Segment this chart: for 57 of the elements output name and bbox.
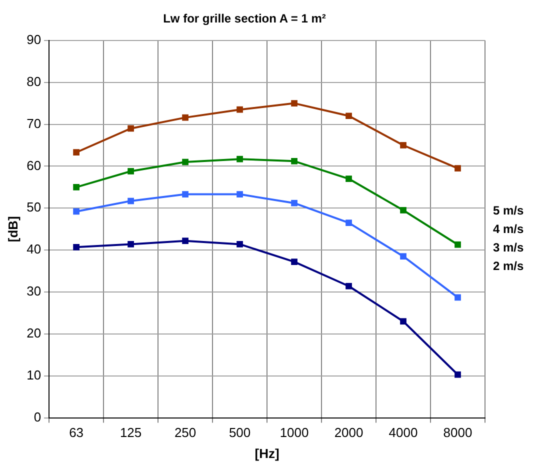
- point: [291, 100, 298, 106]
- point: [400, 318, 406, 325]
- x-tick-label: 63: [69, 425, 84, 440]
- y-axis-title: [dB]: [5, 216, 20, 242]
- point: [182, 158, 188, 166]
- point: [236, 191, 243, 198]
- y-tick-label: 80: [26, 74, 42, 89]
- point: [346, 220, 352, 226]
- y-tick-label: 0: [34, 409, 42, 424]
- y-tick-label: 40: [26, 242, 42, 257]
- point: [454, 165, 461, 172]
- point: [400, 253, 406, 260]
- y-tick-label: 30: [26, 284, 42, 299]
- point: [236, 241, 243, 248]
- x-tick-label: 125: [120, 425, 142, 440]
- point: [128, 198, 134, 204]
- point: [454, 241, 461, 248]
- point: [291, 158, 298, 164]
- x-tick-label: 4000: [388, 425, 418, 440]
- text: 4 m/s: [493, 222, 524, 236]
- point: [182, 191, 188, 198]
- point: [400, 207, 406, 214]
- x-tick-label: 2000: [334, 425, 364, 440]
- point: [73, 149, 80, 156]
- y-tick-label: 90: [26, 32, 42, 47]
- text: 3 m/s: [493, 240, 524, 255]
- point: [128, 125, 134, 132]
- y-tick-label: 20: [26, 326, 42, 341]
- point: [454, 371, 461, 378]
- x-axis-title: [Hz]: [254, 446, 280, 461]
- y-tick-label: 70: [26, 116, 42, 131]
- chart-title: Lw for grille section A = 1 m²: [163, 12, 326, 26]
- point: [291, 200, 298, 206]
- x-tick-label: 250: [174, 425, 196, 440]
- x-tick-label: 8000: [443, 425, 472, 440]
- point: [346, 112, 352, 120]
- x-tick-label: 1000: [280, 425, 309, 440]
- text: 5 m/s: [493, 204, 524, 218]
- point: [291, 258, 298, 265]
- point: [400, 142, 406, 148]
- point: [73, 244, 80, 250]
- point: [236, 156, 243, 162]
- point: [73, 184, 80, 190]
- point: [128, 241, 134, 248]
- y-tick-label: 60: [26, 158, 42, 173]
- point: [182, 238, 188, 244]
- text: 2 m/s: [493, 259, 524, 274]
- y-tick-label: 50: [26, 200, 42, 215]
- point: [346, 282, 352, 290]
- point: [128, 168, 134, 174]
- point: [454, 294, 461, 301]
- x-tick-label: 500: [228, 425, 251, 440]
- point: [346, 176, 352, 182]
- point: [73, 208, 80, 215]
- point: [236, 106, 243, 113]
- point: [182, 114, 188, 121]
- y-tick-label: 10: [26, 367, 42, 382]
